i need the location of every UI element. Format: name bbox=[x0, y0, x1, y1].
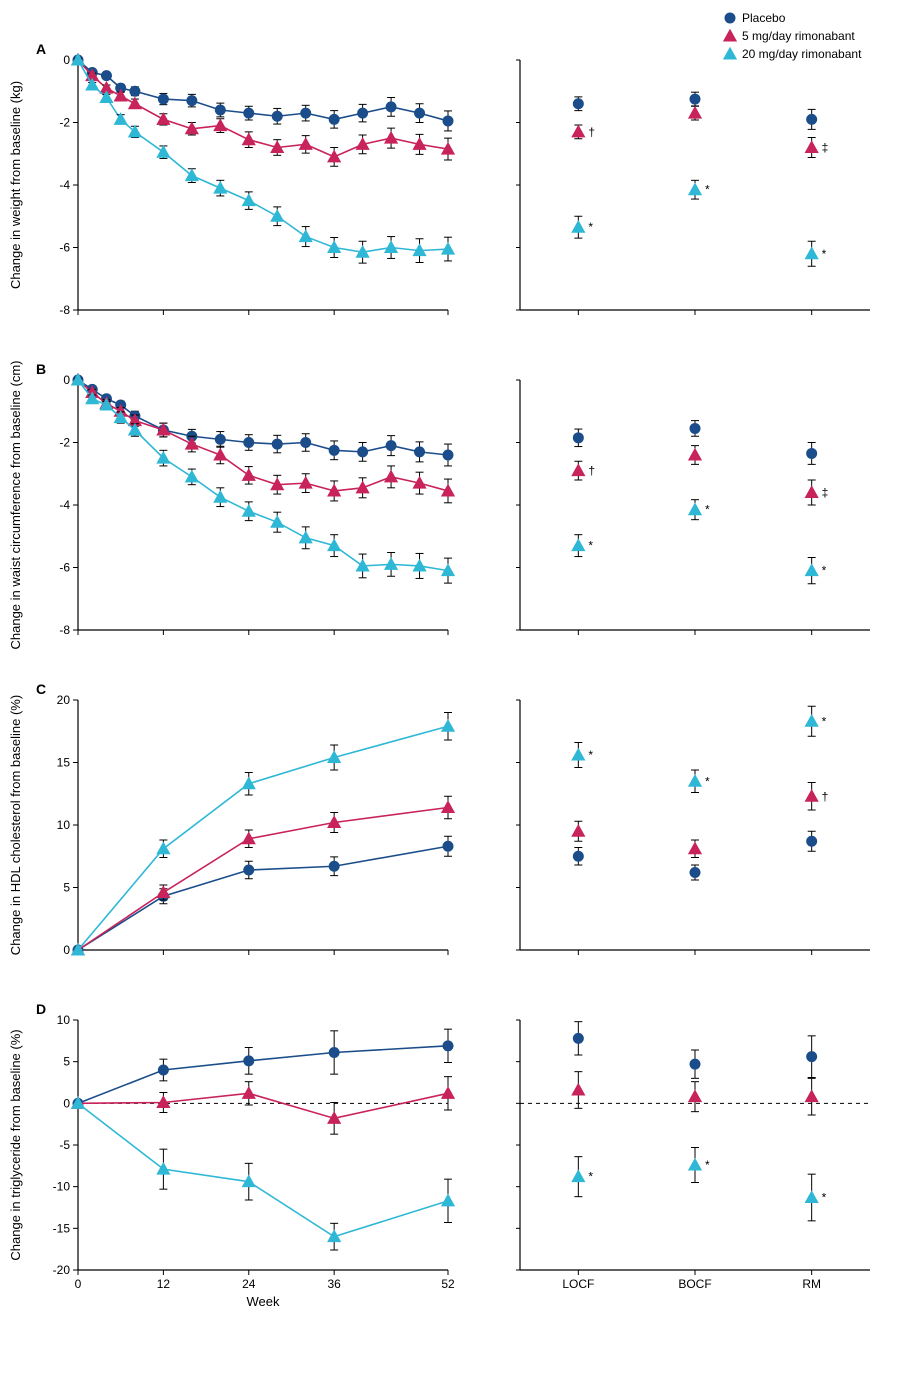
ytick-label: -2 bbox=[59, 116, 70, 130]
annotation-symbol: * bbox=[588, 539, 593, 553]
annotation-symbol: * bbox=[705, 1158, 710, 1172]
ytick-label: 10 bbox=[57, 818, 71, 832]
left-plot-D: -20 -15 -10 -5 0 5 10 0 12 24 36 52 Week bbox=[53, 1013, 455, 1309]
annotation-symbol: * bbox=[822, 714, 827, 728]
ytick-label: -5 bbox=[59, 1138, 70, 1152]
panel-label-B: B bbox=[36, 361, 46, 377]
ytick-label: -6 bbox=[59, 561, 70, 575]
annotation-symbol: † bbox=[588, 464, 595, 478]
y-axis-label-C: Change in HDL cholesterol from baseline … bbox=[8, 695, 23, 955]
annotation-symbol: * bbox=[822, 247, 827, 261]
left-plot-C: 0 5 10 15 20 bbox=[57, 693, 455, 957]
series-line-rimo5 bbox=[78, 1093, 448, 1118]
y-axis-label-D: Change in triglyceride from baseline (%) bbox=[8, 1029, 23, 1260]
ytick-label: -8 bbox=[59, 303, 70, 317]
panel-label-C: C bbox=[36, 681, 46, 697]
left-plot-B: -8 -6 -4 -2 0 bbox=[59, 373, 454, 637]
ytick-label: 20 bbox=[57, 693, 71, 707]
annotation-symbol: * bbox=[705, 503, 710, 517]
annotation-symbol: * bbox=[588, 220, 593, 234]
series-line-rimo20 bbox=[78, 726, 448, 950]
y-axis-label-B: Change in waist circumference from basel… bbox=[8, 361, 23, 650]
annotation-symbol: † bbox=[822, 789, 829, 803]
right-plot-B: † * * ‡ * bbox=[516, 380, 870, 635]
left-plot-A: -8 -6 -4 -2 0 bbox=[59, 53, 454, 317]
annotation-symbol: * bbox=[588, 1170, 593, 1184]
annotation-symbol: * bbox=[705, 183, 710, 197]
ytick-label: -4 bbox=[59, 178, 70, 192]
annotation-symbol: * bbox=[822, 1191, 827, 1205]
ytick-label: 10 bbox=[57, 1013, 71, 1027]
xtick-label: 12 bbox=[157, 1277, 171, 1291]
ytick-label: 0 bbox=[63, 373, 70, 387]
ytick-label: 5 bbox=[63, 1055, 70, 1069]
xtick-label: 52 bbox=[441, 1277, 455, 1291]
category-label: RM bbox=[802, 1277, 821, 1291]
legend-label: 5 mg/day rimonabant bbox=[742, 29, 855, 43]
legend-label: 20 mg/day rimonabant bbox=[742, 47, 862, 61]
right-plot-A: † * * ‡ * bbox=[516, 60, 870, 315]
ytick-label: 0 bbox=[63, 1096, 70, 1110]
ytick-label: -2 bbox=[59, 436, 70, 450]
y-axis-label-A: Change in weight from baseline (kg) bbox=[8, 81, 23, 289]
series-line-placebo bbox=[78, 846, 448, 950]
ytick-label: -10 bbox=[53, 1180, 71, 1194]
ytick-label: 5 bbox=[63, 881, 70, 895]
legend: Placebo 5 mg/day rimonabant 20 mg/day rimo… bbox=[724, 11, 862, 61]
ytick-label: -6 bbox=[59, 241, 70, 255]
annotation-symbol: ‡ bbox=[822, 486, 829, 500]
category-label: LOCF bbox=[562, 1277, 594, 1291]
series-line-placebo bbox=[78, 1046, 448, 1104]
figure-root: Placebo 5 mg/day rimonabant 20 mg/day rimo… bbox=[0, 0, 908, 1374]
category-label: BOCF bbox=[678, 1277, 711, 1291]
ytick-label: -15 bbox=[53, 1221, 71, 1235]
ytick-label: -20 bbox=[53, 1263, 71, 1277]
xtick-label: 36 bbox=[327, 1277, 341, 1291]
x-axis-label: Week bbox=[247, 1294, 280, 1309]
figure-svg: Placebo 5 mg/day rimonabant 20 mg/day rimo… bbox=[0, 0, 908, 1374]
annotation-symbol: * bbox=[822, 564, 827, 578]
panel-label-D: D bbox=[36, 1001, 46, 1017]
ytick-label: 0 bbox=[63, 943, 70, 957]
ytick-label: 15 bbox=[57, 756, 71, 770]
legend-label: Placebo bbox=[742, 11, 786, 25]
series-line-rimo20 bbox=[78, 1103, 448, 1236]
right-plot-D: LOCF * BOCF * RM * bbox=[516, 1020, 870, 1291]
annotation-symbol: † bbox=[588, 125, 595, 139]
xtick-label: 0 bbox=[75, 1277, 82, 1291]
annotation-symbol: ‡ bbox=[822, 141, 829, 155]
right-plot-C: * * † * bbox=[516, 700, 870, 955]
annotation-symbol: * bbox=[588, 748, 593, 762]
annotation-symbol: * bbox=[705, 774, 710, 788]
ytick-label: -4 bbox=[59, 498, 70, 512]
xtick-label: 24 bbox=[242, 1277, 256, 1291]
series-line-rimo5 bbox=[78, 808, 448, 951]
ytick-label: 0 bbox=[63, 53, 70, 67]
panel-label-A: A bbox=[36, 41, 46, 57]
ytick-label: -8 bbox=[59, 623, 70, 637]
